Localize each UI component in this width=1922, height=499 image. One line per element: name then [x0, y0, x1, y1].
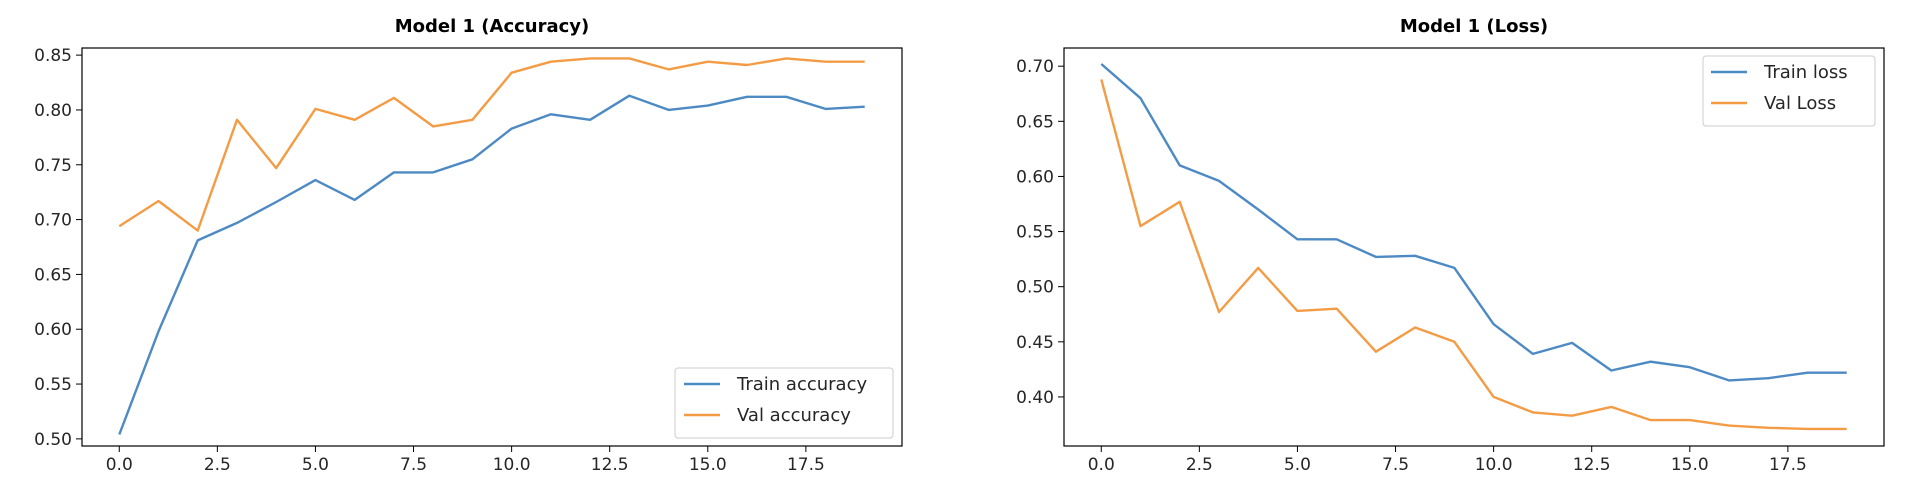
legend-label-train-accuracy: Train accuracy	[736, 374, 867, 395]
x-tick-label: 12.5	[1573, 455, 1611, 475]
y-tick-label: 0.55	[1016, 223, 1054, 243]
x-tick-label: 5.0	[302, 455, 329, 475]
y-tick-label: 0.55	[34, 375, 72, 395]
x-tick-label: 15.0	[1671, 455, 1709, 475]
series-line-train-loss	[1100, 63, 1847, 382]
y-tick-label: 0.70	[1016, 57, 1054, 77]
series-lines-loss	[1100, 63, 1847, 431]
legend-label-train-loss: Train loss	[1763, 62, 1848, 83]
y-tick-label: 0.40	[1016, 388, 1054, 408]
y-tick-label: 0.80	[34, 101, 72, 121]
y-tick-label: 0.50	[1016, 278, 1054, 298]
accuracy-chart-panel: Model 1 (Accuracy) 0.0 2.5 5.0 7.5 10.0 12.5 1…	[34, 16, 903, 475]
y-tick-label: 0.60	[34, 320, 72, 340]
y-tick-label: 0.65	[1016, 112, 1054, 132]
legend-loss: Train loss Val Loss	[1702, 55, 1876, 127]
x-tick-label: 15.0	[689, 455, 727, 475]
series-lines-accuracy	[118, 57, 865, 435]
legend-accuracy: Train accuracy Val accuracy	[674, 367, 894, 439]
legend-box	[674, 367, 894, 439]
legend-label-val-accuracy: Val accuracy	[737, 405, 851, 426]
x-tick-label: 10.0	[493, 455, 531, 475]
y-tick-label: 0.70	[34, 211, 72, 231]
x-tick-label: 0.0	[1088, 455, 1115, 475]
x-tick-label: 2.5	[1186, 455, 1213, 475]
series-line-val-loss	[1100, 79, 1847, 431]
x-tick-label: 12.5	[591, 455, 629, 475]
chart-title-loss: Model 1 (Loss)	[1400, 16, 1548, 37]
y-tick-label: 0.45	[1016, 333, 1054, 353]
x-tick-label: 10.0	[1475, 455, 1513, 475]
y-tick-label: 0.65	[34, 265, 72, 285]
legend-label-val-loss: Val Loss	[1764, 93, 1836, 114]
y-tick-label: 0.75	[34, 156, 72, 176]
y-tick-label: 0.60	[1016, 167, 1054, 187]
x-tick-label: 2.5	[204, 455, 231, 475]
series-line-train-accuracy	[118, 94, 865, 435]
y-tick-label: 0.85	[34, 46, 72, 66]
x-tick-label: 7.5	[1382, 455, 1409, 475]
x-tick-label: 17.5	[787, 455, 825, 475]
loss-chart-panel: Model 1 (Loss) 0.0 2.5 5.0 7.5 10.0 12.5 15.0 1…	[1016, 16, 1885, 475]
x-tick-label: 5.0	[1284, 455, 1311, 475]
x-tick-label: 7.5	[400, 455, 427, 475]
axis-ticks-loss: 0.0 2.5 5.0 7.5 10.0 12.5 15.0 17.5 0.40 0.45 0.50…	[1016, 57, 1807, 475]
y-tick-label: 0.50	[34, 430, 72, 450]
legend-box	[1702, 55, 1876, 127]
chart-title-accuracy: Model 1 (Accuracy)	[395, 16, 590, 37]
x-tick-label: 0.0	[106, 455, 133, 475]
series-line-val-accuracy	[118, 57, 865, 232]
x-tick-label: 17.5	[1769, 455, 1807, 475]
axis-ticks-accuracy: 0.0 2.5 5.0 7.5 10.0 12.5 15.0 17.5 0.50 0.55 0.60…	[34, 46, 825, 475]
